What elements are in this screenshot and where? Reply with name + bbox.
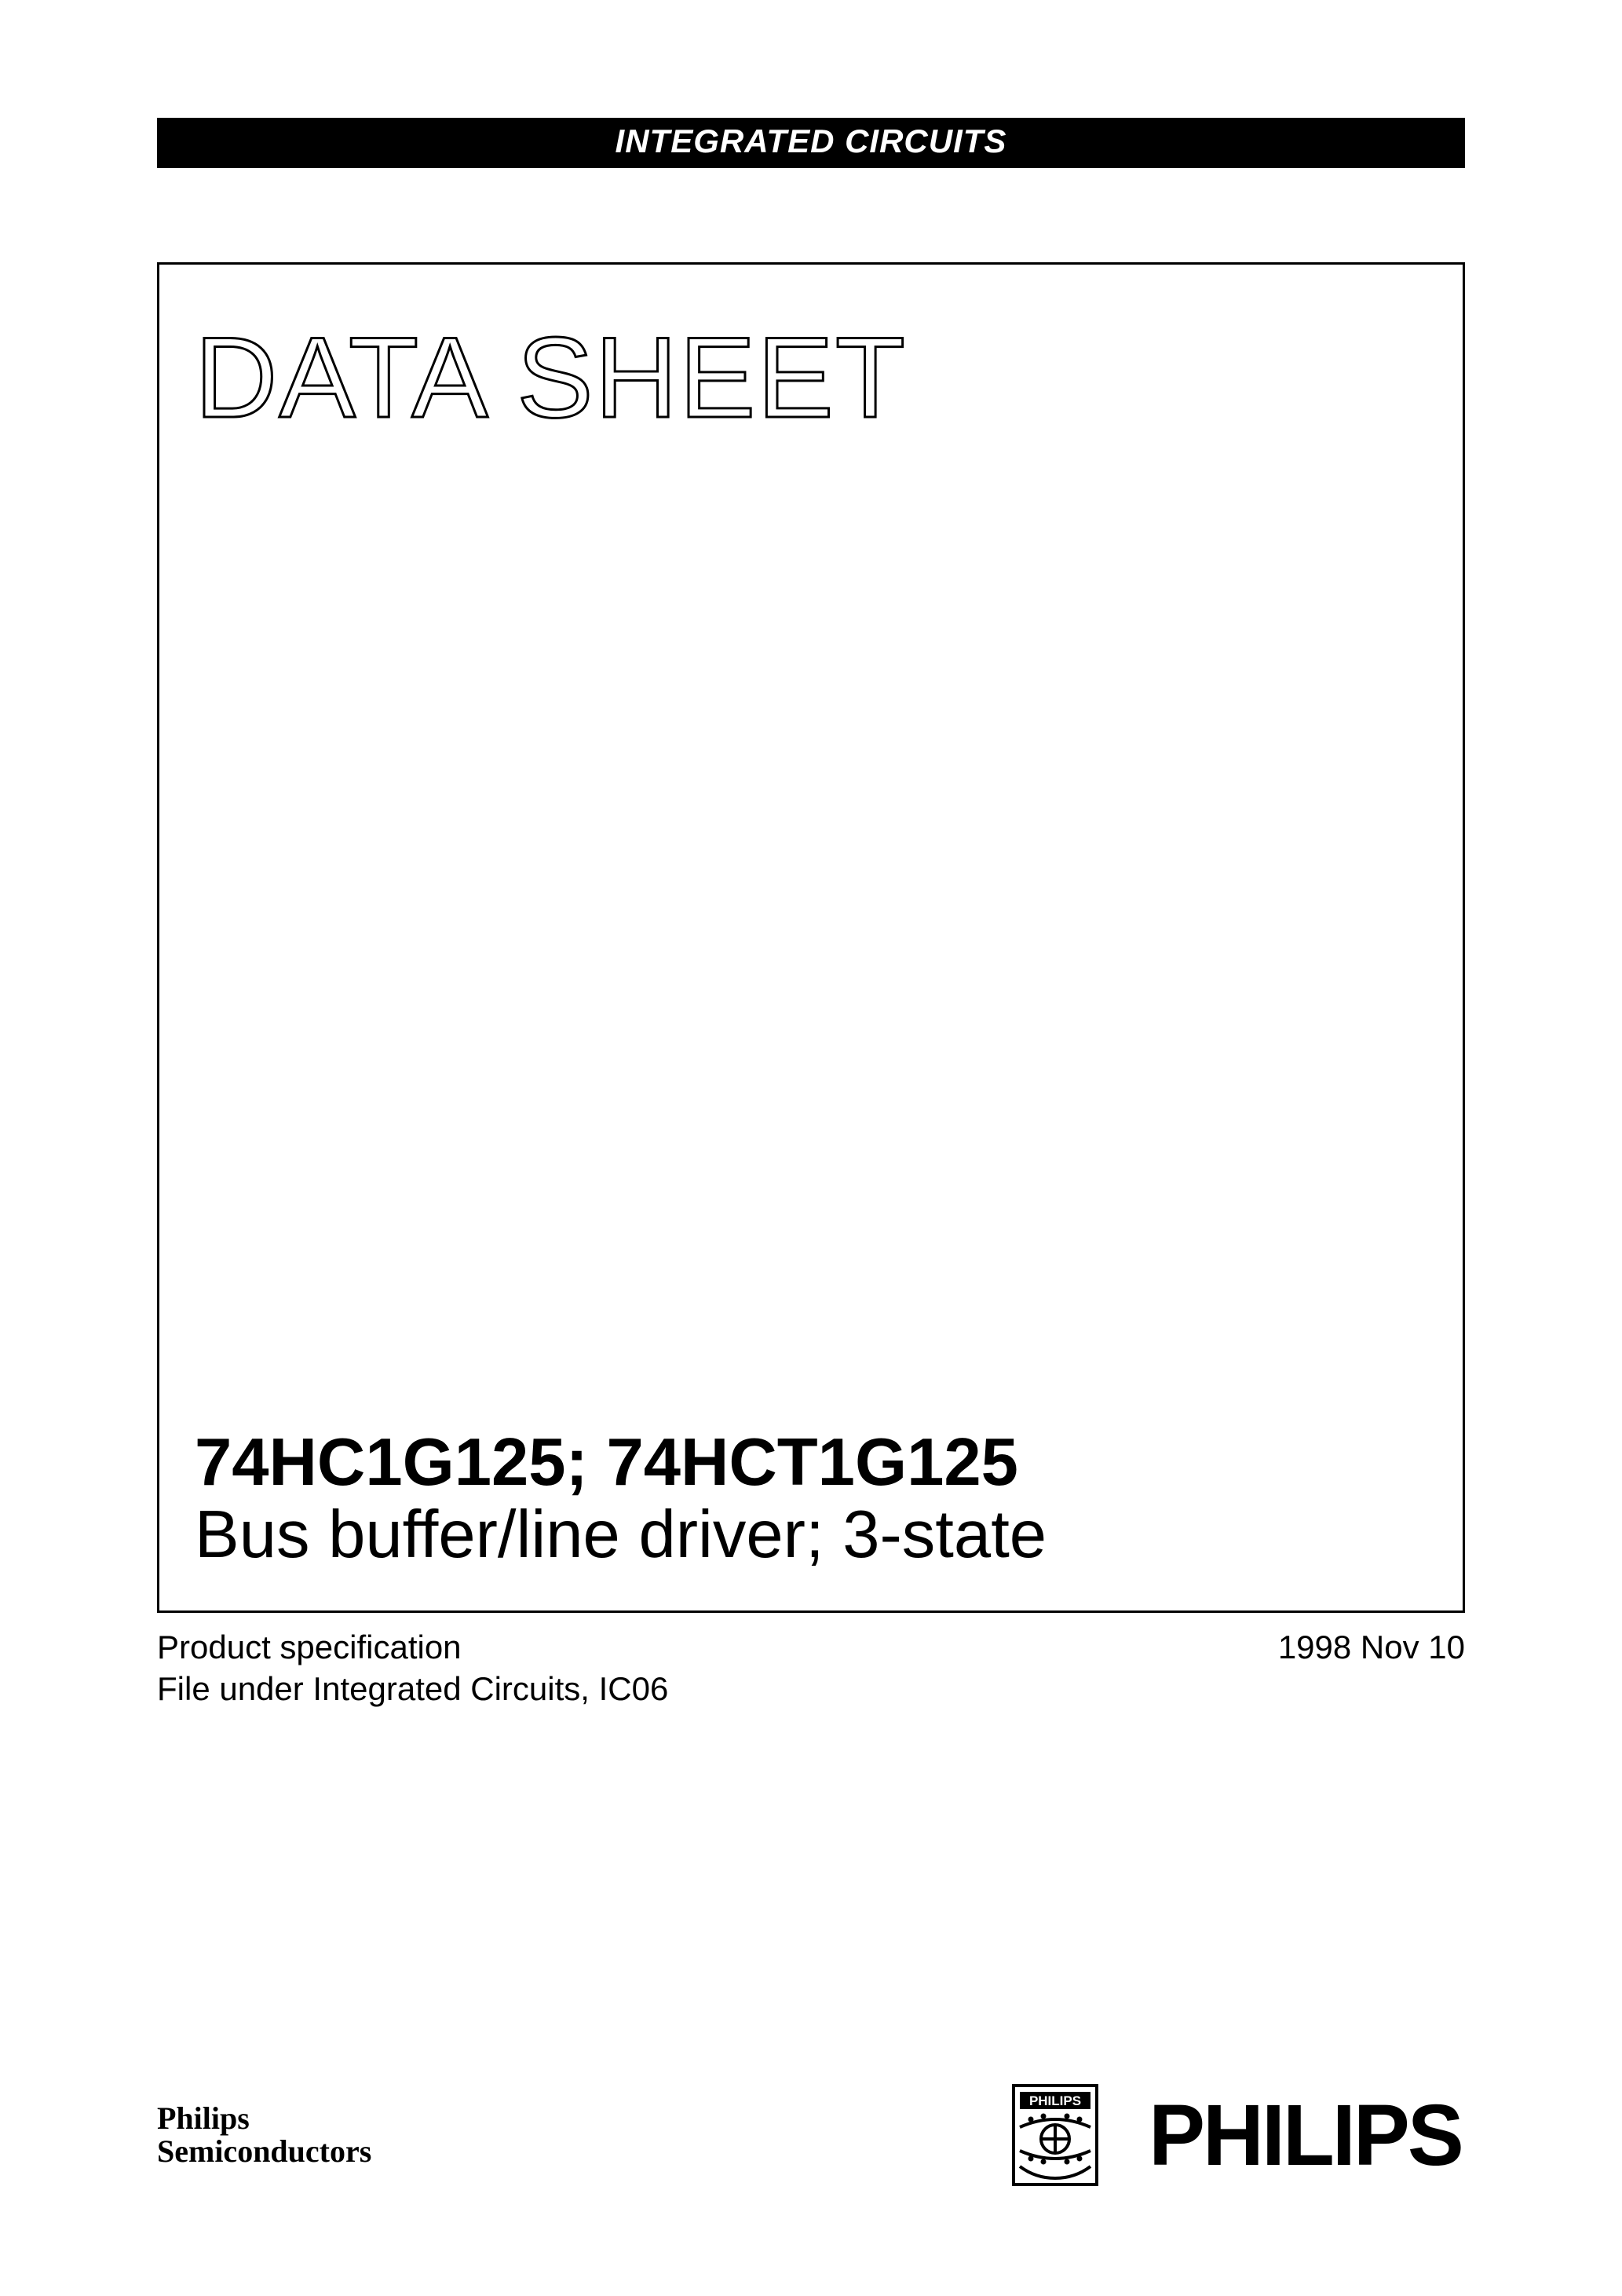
- footer-right: PHILIPS PHILIPS: [1012, 2084, 1465, 2186]
- spec-date: 1998 Nov 10: [1278, 1627, 1465, 1669]
- header-banner: INTEGRATED CIRCUITS: [157, 118, 1465, 168]
- header-banner-text: INTEGRATED CIRCUITS: [616, 122, 1007, 159]
- datasheet-title: DATA SHEET: [195, 312, 1427, 444]
- product-block: 74HC1G125; 74HCT1G125 Bus buffer/line dr…: [195, 1428, 1427, 1571]
- content-frame: DATA SHEET 74HC1G125; 74HCT1G125 Bus buf…: [157, 262, 1465, 1613]
- page: INTEGRATED CIRCUITS DATA SHEET 74HC1G125…: [0, 0, 1622, 2296]
- footer-division: Philips Semiconductors: [157, 2102, 371, 2168]
- footer: Philips Semiconductors PHILIPS: [157, 2084, 1465, 2186]
- spec-left: Product specification File under Integra…: [157, 1627, 668, 1709]
- philips-wordmark: PHILIPS: [1149, 2086, 1462, 2185]
- footer-division-line2: Semiconductors: [157, 2135, 371, 2168]
- product-description: Bus buffer/line driver; 3-state: [195, 1498, 1427, 1572]
- spec-line-2: File under Integrated Circuits, IC06: [157, 1669, 668, 1710]
- product-part-numbers: 74HC1G125; 74HCT1G125: [195, 1428, 1427, 1497]
- shield-label-text: PHILIPS: [1029, 2093, 1081, 2108]
- philips-shield-icon: PHILIPS: [1012, 2084, 1098, 2186]
- spec-line-1: Product specification: [157, 1627, 668, 1669]
- footer-division-line1: Philips: [157, 2102, 371, 2135]
- below-frame-row: Product specification File under Integra…: [157, 1627, 1465, 1709]
